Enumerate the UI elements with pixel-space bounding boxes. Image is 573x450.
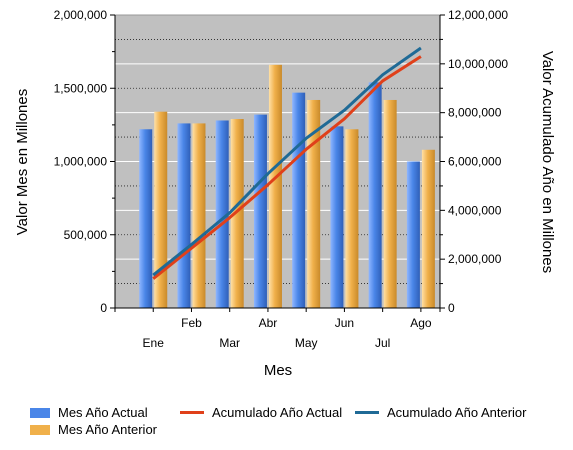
bar-mes-anterior [268,64,282,308]
line-acumulado-actual [152,55,422,280]
left-axis-title: Valor Mes en Millones [14,89,31,235]
line-series-group [152,46,422,280]
right-axis-title: Valor Acumulado Año en Millones [539,51,556,273]
bar-series-group [139,64,435,309]
bar-mes-actual [139,129,153,308]
x-tick-label: May [295,336,318,350]
x-tick-label: Ago [410,316,432,330]
x-tick-label: Ene [143,336,165,350]
left-tick-label: 2,000,000 [54,8,108,22]
x-tick-label: Abr [259,316,278,330]
right-tick-label: 2,000,000 [448,252,502,266]
bar-mes-actual [368,82,382,308]
left-tick-label: 0 [100,301,107,315]
bar-mes-anterior [192,123,206,308]
x-tick-label: Feb [181,316,202,330]
bar-mes-anterior [307,99,321,308]
bar-mes-anterior [154,111,168,308]
bar-mes-actual [177,123,191,308]
right-tick-label: 10,000,000 [448,57,508,71]
right-tick-label: 12,000,000 [448,8,508,22]
left-tick-label: 500,000 [64,228,108,242]
bar-mes-actual [215,120,229,308]
bar-mes-anterior [383,99,397,308]
axes-group [110,14,445,312]
x-axis-title: Mes [264,362,292,379]
right-tick-label: 0 [448,301,455,315]
bar-mes-actual [406,161,420,308]
left-tick-label: 1,000,000 [54,155,108,169]
tick-labels-group: 0 500,000 1,000,000 1,500,000 2,000,000 0 2,00… [54,8,509,350]
x-tick-label: Jul [375,336,390,350]
bar-mes-actual [253,114,267,309]
right-tick-label: 8,000,000 [448,106,502,120]
bar-mes-actual [330,126,344,308]
x-tick-label: Mar [219,336,240,350]
bar-mes-anterior [230,119,244,308]
bar-mes-anterior [345,129,359,308]
left-tick-label: 1,500,000 [54,81,108,95]
right-tick-label: 4,000,000 [448,203,502,217]
bar-mes-actual [292,92,306,309]
right-tick-label: 6,000,000 [448,155,502,169]
line-acumulado-anterior [152,46,422,277]
bar-mes-anterior [421,149,435,308]
x-tick-label: Jun [335,316,354,330]
